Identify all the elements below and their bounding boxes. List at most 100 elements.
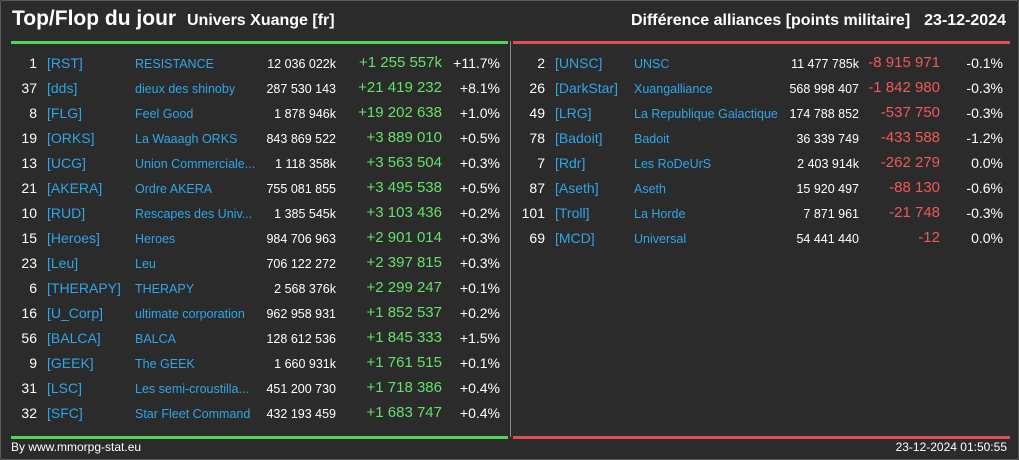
alliance-points: 1 385 545k bbox=[274, 207, 336, 221]
alliance-rank: 7 bbox=[537, 155, 545, 171]
alliance-points: 1 118 358k bbox=[275, 157, 336, 171]
alliance-name[interactable]: Universal bbox=[634, 232, 687, 246]
alliance-tag[interactable]: [Badoit] bbox=[555, 130, 603, 146]
alliance-rank: 6 bbox=[29, 280, 37, 296]
alliance-percent: 0.0% bbox=[971, 155, 1003, 171]
alliance-name[interactable]: RESISTANCE bbox=[135, 57, 214, 71]
alliance-diff: +2 397 815 bbox=[366, 254, 443, 271]
alliance-name[interactable]: The GEEK bbox=[135, 357, 195, 371]
alliance-rank: 26 bbox=[529, 80, 545, 96]
alliance-row: 21 [AKERA] Ordre AKERA 755 081 855 +3 495 53… bbox=[11, 177, 508, 202]
alliance-tag[interactable]: [Heroes] bbox=[47, 230, 100, 246]
alliance-tag[interactable]: [THERAPY] bbox=[47, 280, 121, 296]
alliance-tag[interactable]: [Rdr] bbox=[555, 155, 586, 171]
alliance-tag[interactable]: [RUD] bbox=[47, 205, 86, 221]
alliance-percent: +1.0% bbox=[459, 105, 500, 121]
alliance-diff: +2 299 247 bbox=[366, 279, 443, 296]
alliance-percent: -1.2% bbox=[966, 130, 1003, 146]
alliance-row: 69 [MCD] Universal 54 441 440 -12 0.0% bbox=[513, 227, 1010, 252]
alliance-tag[interactable]: [GEEK] bbox=[47, 355, 94, 371]
alliance-tag[interactable]: [U_Corp] bbox=[47, 305, 104, 321]
alliance-rank: 56 bbox=[21, 330, 37, 346]
alliance-diff: +21 419 232 bbox=[358, 79, 442, 96]
alliance-percent: +0.4% bbox=[459, 405, 500, 421]
alliance-row: 26 [DarkStar] Xuangalliance 568 998 407 -1 8… bbox=[513, 77, 1010, 102]
alliance-tag[interactable]: [Leu] bbox=[47, 255, 79, 271]
alliance-percent: +1.5% bbox=[459, 330, 500, 346]
alliance-tag[interactable]: [Aseth] bbox=[555, 180, 599, 196]
alliance-tag[interactable]: [DarkStar] bbox=[555, 80, 619, 96]
alliance-rank: 19 bbox=[21, 130, 37, 146]
alliance-points: 984 706 963 bbox=[266, 232, 336, 246]
alliance-name[interactable]: THERAPY bbox=[135, 282, 195, 296]
flop-panel: 2 [UNSC] UNSC 11 477 785k -8 915 971 -0.1% 26 [… bbox=[513, 41, 1010, 439]
alliance-name[interactable]: ultimate corporation bbox=[135, 307, 245, 321]
alliance-name[interactable]: Badoit bbox=[634, 132, 670, 146]
alliance-tag[interactable]: [dds] bbox=[47, 80, 78, 96]
alliance-name[interactable]: UNSC bbox=[634, 57, 670, 71]
alliance-rank: 31 bbox=[21, 380, 37, 396]
alliance-percent: +0.2% bbox=[459, 305, 500, 321]
footer-source: By www.mmorpg-stat.eu bbox=[11, 440, 142, 454]
alliance-name[interactable]: La Horde bbox=[634, 207, 686, 221]
alliance-tag[interactable]: [LSC] bbox=[47, 380, 83, 396]
alliance-name[interactable]: Union Commerciale... bbox=[135, 157, 256, 171]
alliance-tag[interactable]: [MCD] bbox=[555, 230, 595, 246]
alliance-name[interactable]: Feel Good bbox=[135, 107, 194, 121]
alliance-tag[interactable]: [ORKS] bbox=[47, 130, 95, 146]
alliance-tag[interactable]: [SFC] bbox=[47, 405, 83, 421]
alliance-row: 1 [RST] RESISTANCE 12 036 022k +1 255 557k +1… bbox=[11, 52, 508, 77]
alliance-name[interactable]: La Waaagh ORKS bbox=[135, 132, 238, 146]
footer-timestamp: 23-12-2024 01:50:55 bbox=[895, 440, 1007, 454]
alliance-tag[interactable]: [Troll] bbox=[555, 205, 590, 221]
alliance-rank: 49 bbox=[529, 105, 545, 121]
alliance-name[interactable]: Ordre AKERA bbox=[135, 182, 213, 196]
alliance-name[interactable]: dieux des shinoby bbox=[135, 82, 236, 96]
alliance-points: 432 193 459 bbox=[266, 407, 336, 421]
alliance-points: 128 612 536 bbox=[266, 332, 336, 346]
alliance-tag[interactable]: [RST] bbox=[47, 55, 83, 71]
alliance-row: 2 [UNSC] UNSC 11 477 785k -8 915 971 -0.1% bbox=[513, 52, 1010, 77]
alliance-row: 10 [RUD] Rescapes des Univ... 1 385 545k +3 … bbox=[11, 202, 508, 227]
alliance-tag[interactable]: [LRG] bbox=[555, 105, 592, 121]
alliance-diff: +2 901 014 bbox=[366, 229, 443, 246]
alliance-name[interactable]: Leu bbox=[135, 257, 156, 271]
alliance-points: 843 869 522 bbox=[266, 132, 336, 146]
alliance-name[interactable]: Les semi-croustilla... bbox=[135, 382, 249, 396]
header-date: 23-12-2024 bbox=[924, 12, 1006, 29]
alliance-percent: +0.1% bbox=[459, 280, 500, 296]
alliance-points: 11 477 785k bbox=[791, 57, 859, 71]
alliance-name[interactable]: BALCA bbox=[135, 332, 176, 346]
alliance-tag[interactable]: [BALCA] bbox=[47, 330, 101, 346]
alliance-points: 2 568 376k bbox=[274, 282, 336, 296]
alliance-tag[interactable]: [FLG] bbox=[47, 105, 83, 121]
alliance-points: 2 403 914k bbox=[797, 157, 859, 171]
alliance-diff: +1 852 537 bbox=[366, 304, 443, 321]
alliance-row: 101 [Troll] La Horde 7 871 961 -21 748 -0.3% bbox=[513, 202, 1010, 227]
alliance-rank: 78 bbox=[529, 130, 545, 146]
alliance-row: 37 [dds] dieux des shinoby 287 530 143 +21 4… bbox=[11, 77, 508, 102]
alliance-name[interactable]: Star Fleet Command bbox=[135, 407, 251, 421]
header-right: Différence alliances [points militaire] 2… bbox=[631, 12, 1006, 30]
alliance-name[interactable]: Xuangalliance bbox=[634, 82, 713, 96]
page-title: Top/Flop du jour bbox=[12, 7, 177, 30]
alliance-name[interactable]: La Republique Galactique bbox=[634, 107, 778, 121]
alliance-name[interactable]: Rescapes des Univ... bbox=[135, 207, 253, 221]
alliance-tag[interactable]: [AKERA] bbox=[47, 180, 103, 196]
alliance-tag[interactable]: [UNSC] bbox=[555, 55, 603, 71]
alliance-diff: +3 103 436 bbox=[366, 204, 443, 221]
alliance-row: 78 [Badoit] Badoit 36 339 749 -433 588 -1.2% bbox=[513, 127, 1010, 152]
alliance-row: 8 [FLG] Feel Good 1 878 946k +19 202 638 +1.0… bbox=[11, 102, 508, 127]
alliance-name[interactable]: Les RoDeUrS bbox=[634, 157, 712, 171]
alliance-row: 9 [GEEK] The GEEK 1 660 931k +1 761 515 +0.1% bbox=[11, 352, 508, 377]
alliance-diff: -537 750 bbox=[880, 104, 940, 121]
alliance-percent: +0.1% bbox=[459, 355, 500, 371]
alliance-rank: 23 bbox=[21, 255, 37, 271]
alliance-name[interactable]: Heroes bbox=[135, 232, 176, 246]
alliance-tag[interactable]: [UCG] bbox=[47, 155, 86, 171]
alliance-diff: -8 915 971 bbox=[868, 54, 940, 71]
alliance-diff: +1 761 515 bbox=[366, 354, 443, 371]
alliance-name[interactable]: Aseth bbox=[634, 182, 666, 196]
alliance-row: 49 [LRG] La Republique Galactique 174 788 8… bbox=[513, 102, 1010, 127]
